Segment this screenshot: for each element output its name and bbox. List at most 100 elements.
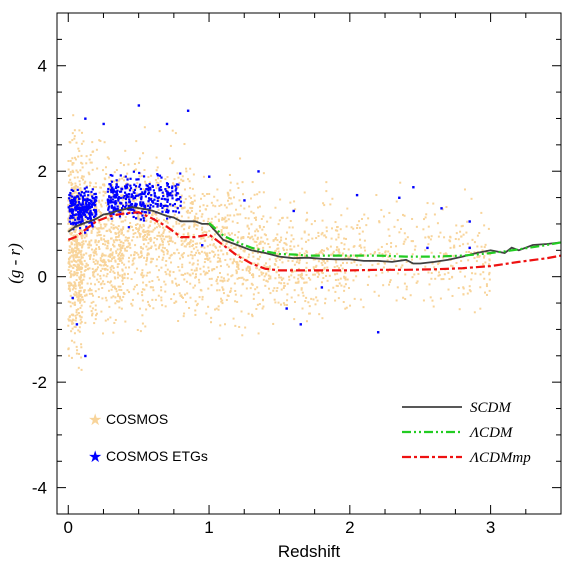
cosmos-point-542 — [121, 194, 124, 197]
cosmos-point-1464 — [148, 230, 151, 233]
cosmos-point-1572 — [143, 256, 146, 259]
cosmos-point-1066 — [169, 237, 172, 240]
cosmos-point-647 — [97, 296, 100, 299]
cosmos-point-1724 — [263, 275, 266, 278]
cosmos-point-1064 — [161, 235, 164, 238]
etg-point-202 — [72, 200, 76, 203]
cosmos-point-2564 — [487, 227, 490, 230]
cosmos-point-2064 — [234, 247, 237, 250]
cosmos-point-690 — [122, 164, 125, 167]
cosmos-point-765 — [89, 305, 92, 308]
cosmos-point-1720 — [213, 195, 216, 198]
cosmos-point-736 — [99, 227, 102, 230]
cosmos-point-1770 — [262, 272, 265, 275]
cosmos-point-2422 — [296, 258, 299, 261]
etg-point-328 — [107, 208, 110, 211]
cosmos-point-2004 — [231, 261, 234, 264]
cosmos-point-439 — [79, 258, 82, 261]
etg-point-371 — [174, 185, 177, 188]
etg-point-597 — [71, 296, 74, 300]
etg-point-32 — [93, 197, 96, 200]
etg-point-443 — [137, 194, 140, 197]
cosmos-point-2506 — [473, 256, 476, 259]
cosmos-point-1352 — [127, 236, 130, 239]
cosmos-point-766 — [83, 201, 86, 204]
etg-point-578 — [159, 202, 163, 206]
cosmos-point-418 — [67, 217, 70, 220]
cosmos-point-2253 — [336, 225, 339, 228]
cosmos-point-1909 — [212, 204, 215, 207]
cosmos-point-2221 — [268, 265, 271, 268]
etg-point-360 — [175, 183, 179, 186]
cosmos-point-1122 — [146, 236, 149, 239]
cosmos-point-2167 — [288, 226, 291, 229]
cosmos-point-1410 — [180, 194, 183, 197]
cosmos-point-2429 — [272, 239, 275, 242]
cosmos-point-2320 — [321, 264, 324, 267]
cosmos-point-1954 — [209, 243, 212, 246]
cosmos-point-2535 — [452, 254, 455, 257]
cosmos-point-1971 — [227, 194, 230, 197]
cosmos-point-2018 — [205, 208, 208, 211]
etg-point-209 — [85, 208, 89, 212]
cosmos-point-2224 — [293, 300, 296, 303]
cosmos-point-2704 — [476, 245, 479, 248]
etg-point-452 — [149, 188, 152, 191]
cosmos-point-1370 — [133, 207, 136, 210]
cosmos-point-2045 — [222, 288, 225, 291]
cosmos-point-851 — [91, 307, 94, 310]
cosmos-point-1772 — [252, 276, 255, 279]
cosmos-point-2093 — [196, 220, 199, 223]
cosmos-point-625 — [119, 251, 122, 254]
cosmos-point-2563 — [353, 297, 356, 300]
cosmos-point-1953 — [202, 204, 205, 207]
etg-point-271 — [114, 209, 117, 212]
etg-point-475 — [131, 195, 134, 198]
cosmos-point-157 — [68, 258, 71, 261]
etg-point-396 — [179, 204, 182, 207]
cosmos-point-1737 — [214, 205, 217, 208]
cosmos-point-833 — [104, 243, 107, 246]
cosmos-point-2067 — [256, 247, 259, 250]
cosmos-point-1970 — [213, 268, 216, 271]
etg-point-295 — [110, 217, 113, 220]
cosmos-point-2652 — [434, 277, 437, 280]
cosmos-point-286 — [70, 193, 73, 196]
etg-point-216 — [83, 191, 86, 195]
cosmos-point-0 — [76, 192, 79, 195]
cosmos-point-2051 — [227, 192, 230, 195]
cosmos-point-2494 — [403, 232, 406, 235]
cosmos-point-780 — [110, 288, 113, 291]
cosmos-point-631 — [115, 287, 118, 290]
cosmos-point-2388 — [337, 236, 340, 239]
cosmos-point-1621 — [193, 199, 196, 202]
cosmos-point-2138 — [337, 233, 340, 236]
cosmos-point-2125 — [268, 268, 271, 271]
etg-point-339 — [108, 195, 111, 198]
cosmos-point-1939 — [260, 273, 263, 276]
cosmos-point-2478 — [377, 262, 380, 265]
cosmos-point-1766 — [235, 244, 238, 247]
etg-point-249 — [79, 215, 82, 219]
cosmos-point-438 — [80, 261, 83, 264]
cosmos-point-1350 — [182, 315, 185, 318]
cosmos-point-1800 — [199, 205, 202, 208]
cosmos-point-1212 — [175, 284, 178, 287]
cosmos-point-2174 — [336, 285, 339, 288]
cosmos-point-437 — [76, 266, 79, 269]
etg-point-487 — [147, 197, 151, 200]
cosmos-point-1100 — [141, 247, 144, 250]
cosmos-point-2496 — [373, 290, 376, 293]
etg-point-587 — [139, 187, 142, 191]
cosmos-point-1712 — [238, 199, 241, 202]
cosmos-point-911 — [81, 234, 84, 237]
cosmos-point-2681 — [363, 246, 366, 249]
cosmos-point-1271 — [124, 216, 127, 219]
cosmos-point-1226 — [164, 178, 167, 181]
cosmos-point-2217 — [321, 317, 324, 320]
cosmos-point-897 — [89, 256, 92, 259]
cosmos-point-467 — [79, 229, 82, 232]
cosmos-point-481 — [80, 246, 83, 249]
cosmos-point-1677 — [254, 230, 257, 233]
